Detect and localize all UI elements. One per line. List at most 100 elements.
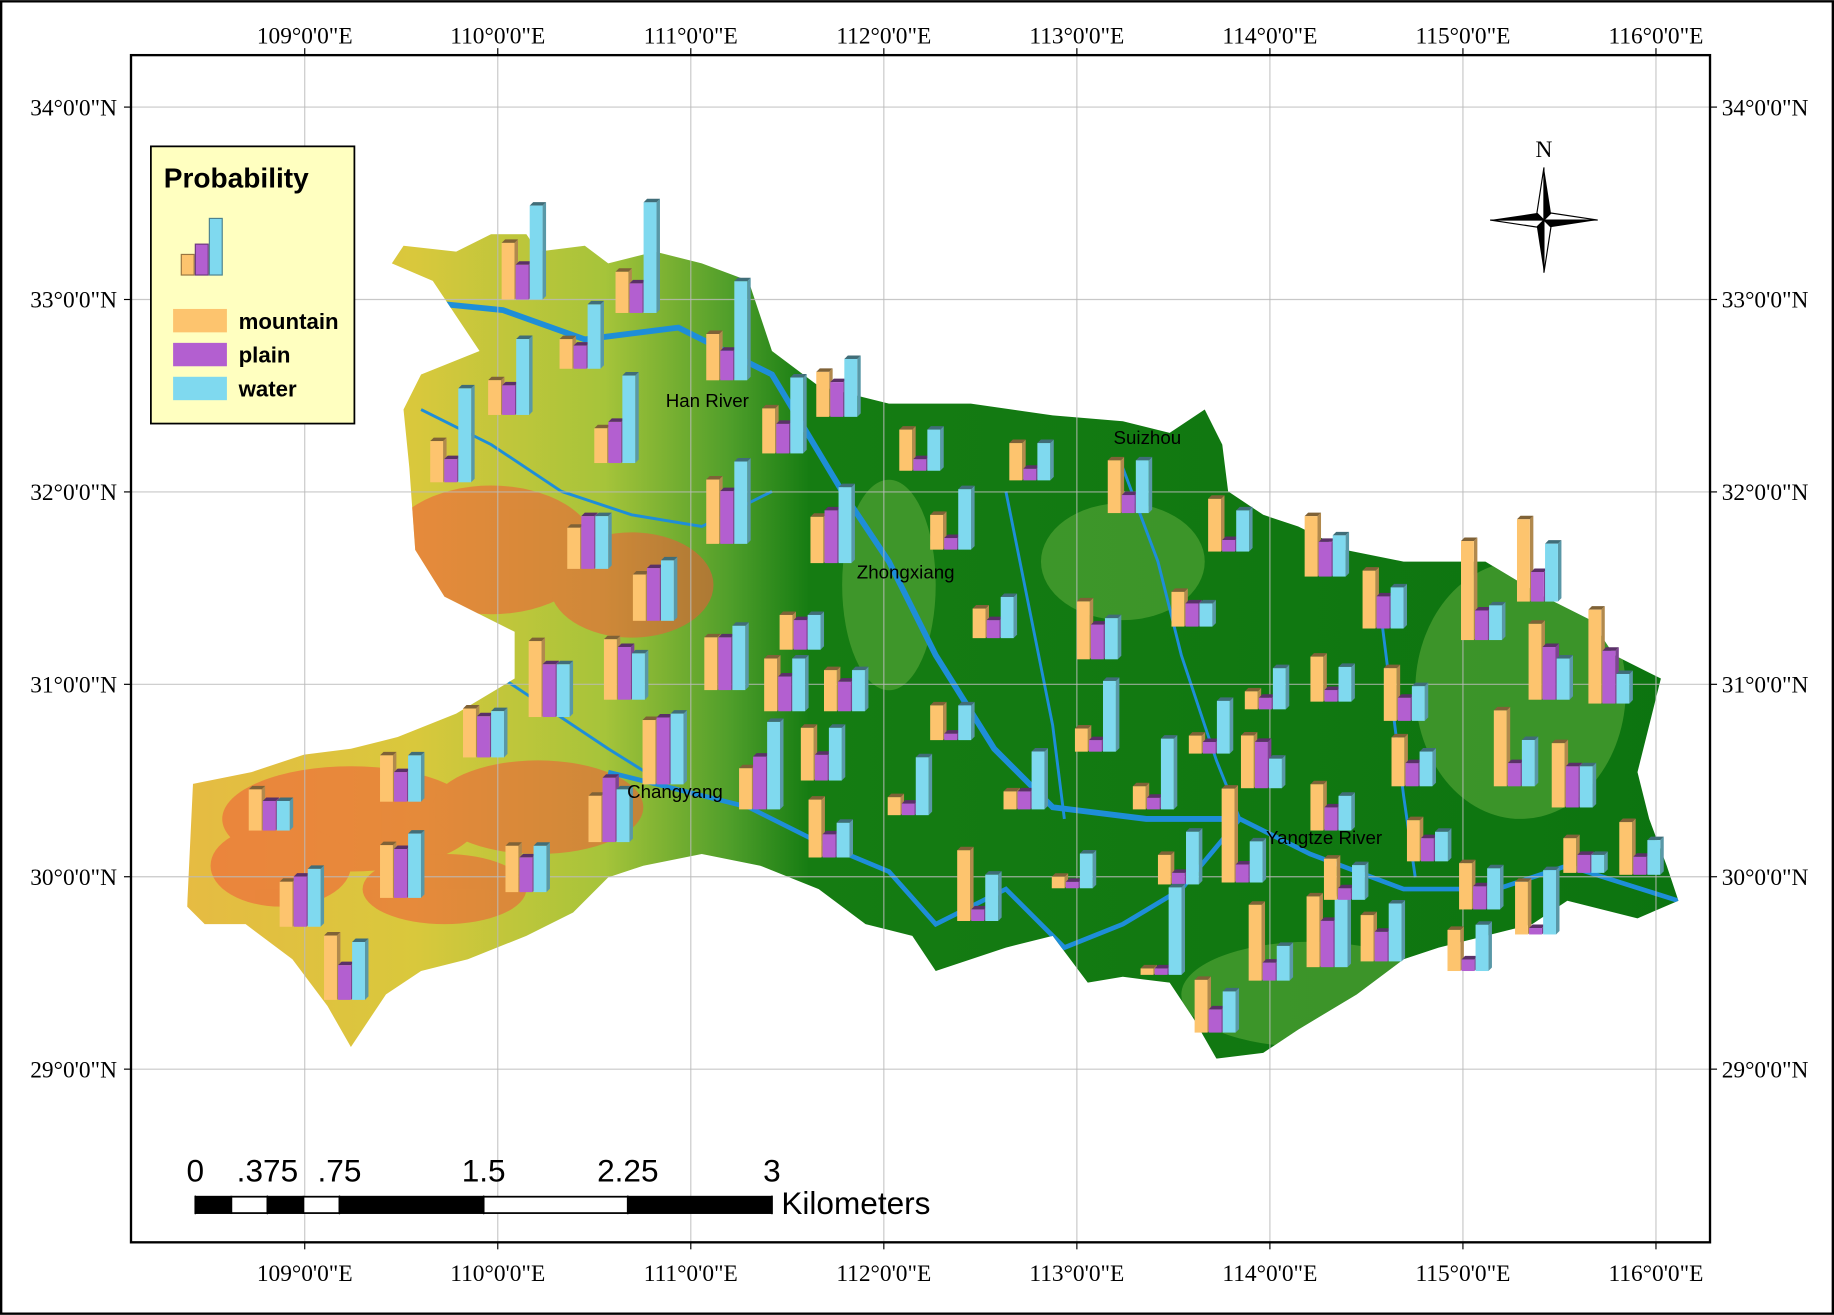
site-chart	[1360, 899, 1406, 962]
bar-top	[1135, 456, 1153, 461]
site-chart	[800, 724, 846, 781]
bar	[1258, 697, 1272, 710]
bar-side	[747, 277, 751, 381]
bar-side	[600, 300, 604, 369]
bar-top	[1088, 736, 1106, 741]
bar	[1076, 601, 1090, 660]
bar	[608, 421, 622, 464]
bar-top	[944, 534, 961, 539]
bar-side	[320, 865, 325, 927]
legend-label: water	[238, 377, 297, 402]
bar-side	[841, 724, 846, 781]
bar	[706, 333, 720, 381]
site-chart	[1132, 735, 1178, 810]
bar	[720, 350, 734, 381]
bar	[814, 754, 828, 781]
site-chart	[1221, 785, 1267, 883]
bar	[602, 777, 616, 843]
bar-top	[793, 616, 811, 621]
bar	[1338, 666, 1352, 702]
bar-top	[501, 239, 519, 243]
bar-side	[629, 785, 633, 843]
bar-side	[943, 701, 947, 741]
bar	[1390, 587, 1404, 629]
site-chart	[1171, 588, 1216, 627]
bar	[1000, 596, 1014, 639]
bar-top	[1521, 736, 1539, 740]
bar-side	[1115, 677, 1120, 752]
bar	[1551, 743, 1565, 808]
scale-segment	[266, 1195, 305, 1214]
bar-top	[1487, 864, 1504, 869]
bar	[767, 721, 780, 810]
bar	[830, 382, 844, 417]
bar-top	[1461, 537, 1478, 542]
bar	[1320, 920, 1334, 968]
bar-top	[1244, 687, 1262, 692]
bar-side	[971, 485, 975, 550]
legend-swatch	[173, 308, 227, 333]
site-chart	[1240, 731, 1286, 789]
site-chart	[632, 556, 678, 621]
bar-top	[1003, 787, 1020, 792]
bar-side	[1660, 836, 1664, 875]
legend-icon-bar	[208, 217, 223, 276]
site-chart	[1588, 606, 1633, 704]
bar	[632, 653, 645, 700]
bar-top	[528, 637, 546, 642]
bar-top	[720, 347, 737, 351]
bar-side	[1249, 506, 1253, 552]
site-chart	[380, 751, 425, 802]
bar-top	[556, 660, 574, 665]
site-chart	[1515, 866, 1560, 935]
bar-top	[643, 198, 660, 203]
bar-side	[849, 819, 853, 858]
bar-top	[559, 335, 576, 340]
bar-top	[838, 678, 855, 682]
bar	[1222, 539, 1236, 552]
bar-side	[971, 701, 975, 741]
bar	[380, 845, 393, 898]
lon-label-top: 110°0'0"E	[450, 23, 545, 49]
bar	[1531, 571, 1544, 602]
site-chart	[1362, 567, 1408, 629]
bar-top	[616, 785, 633, 790]
bar	[1104, 618, 1118, 660]
scale-unit: Kilometers	[781, 1185, 930, 1221]
bar-top	[1031, 747, 1048, 752]
bar	[408, 833, 421, 898]
bar-top	[1352, 861, 1369, 866]
site-chart	[706, 458, 751, 544]
bar-top	[1602, 647, 1619, 651]
bar-top	[790, 374, 807, 378]
bar	[718, 637, 732, 691]
bar	[1565, 766, 1579, 808]
north-arrow: N	[1490, 137, 1598, 273]
bar-top	[1383, 664, 1401, 669]
bar-top	[491, 707, 508, 712]
bar	[844, 358, 858, 417]
lat-label-left: 34°0'0"N	[30, 95, 117, 121]
site-chart	[930, 485, 975, 550]
bar-top	[1619, 818, 1636, 823]
bar-top	[1276, 942, 1294, 946]
site-chart	[463, 705, 508, 758]
bar-top	[463, 705, 480, 709]
legend-label: plain	[239, 343, 291, 368]
bar-top	[380, 841, 397, 846]
bar-top	[1475, 921, 1492, 925]
site-chart	[488, 335, 533, 415]
bar-top	[529, 202, 547, 206]
bar-top	[1079, 850, 1097, 854]
site-chart	[642, 710, 687, 785]
bar	[816, 371, 830, 417]
bar	[1376, 596, 1390, 629]
bar	[764, 658, 778, 712]
bar-top	[1362, 567, 1379, 571]
site-chart	[1304, 512, 1350, 577]
site-chart	[248, 785, 294, 831]
bar-side	[1424, 682, 1429, 721]
bar-top	[1074, 725, 1092, 729]
bar-top	[808, 796, 825, 800]
lon-label-top: 111°0'0"E	[644, 23, 738, 49]
